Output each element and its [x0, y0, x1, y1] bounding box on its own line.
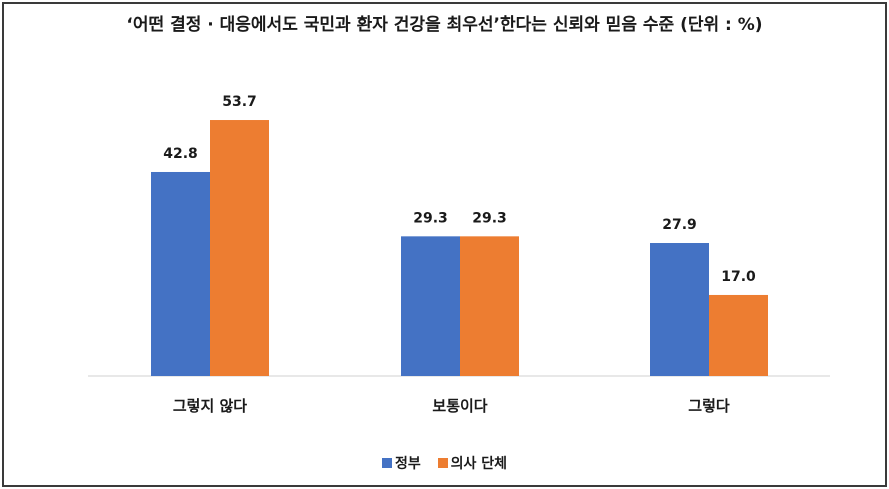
legend-swatch-doctors — [437, 458, 448, 468]
legend-label-doctors: 의사 단체 — [450, 456, 508, 472]
data-label-government-1: 29.3 — [413, 210, 448, 226]
bars-layer: 42.8 53.7 그렇지 않다 29.3 29.3 보통이다 27.9 17.0 그렇다 — [151, 94, 768, 415]
legend-item-government: 정부 — [381, 453, 421, 473]
data-label-government-0: 42.8 — [163, 146, 198, 162]
bar-doctors-1 — [460, 236, 519, 376]
data-label-doctors-2: 17.0 — [721, 269, 756, 285]
x-tick-label-0: 그렇지 않다 — [173, 397, 247, 415]
data-label-doctors-0: 53.7 — [222, 94, 257, 110]
data-label-doctors-1: 29.3 — [472, 210, 507, 226]
bar-government-2 — [650, 243, 709, 376]
legend-label-government: 정부 — [394, 456, 421, 472]
x-tick-label-1: 보통이다 — [432, 397, 487, 415]
bar-doctors-0 — [210, 120, 269, 376]
bar-doctors-2 — [709, 294, 768, 376]
chart-title: ‘어떤 결정 · 대응에서도 국민과 환자 건강을 최우선’한다는 신뢰와 믿음… — [126, 15, 763, 35]
legend-item-doctors: 의사 단체 — [437, 453, 508, 473]
bar-government-1 — [401, 236, 460, 376]
bar-government-0 — [151, 171, 210, 376]
x-tick-label-2: 그렇다 — [688, 397, 730, 415]
legend-swatch-government — [381, 458, 392, 468]
data-label-government-2: 27.9 — [662, 217, 697, 233]
chart-legend: 정부 의사 단체 — [0, 453, 889, 473]
